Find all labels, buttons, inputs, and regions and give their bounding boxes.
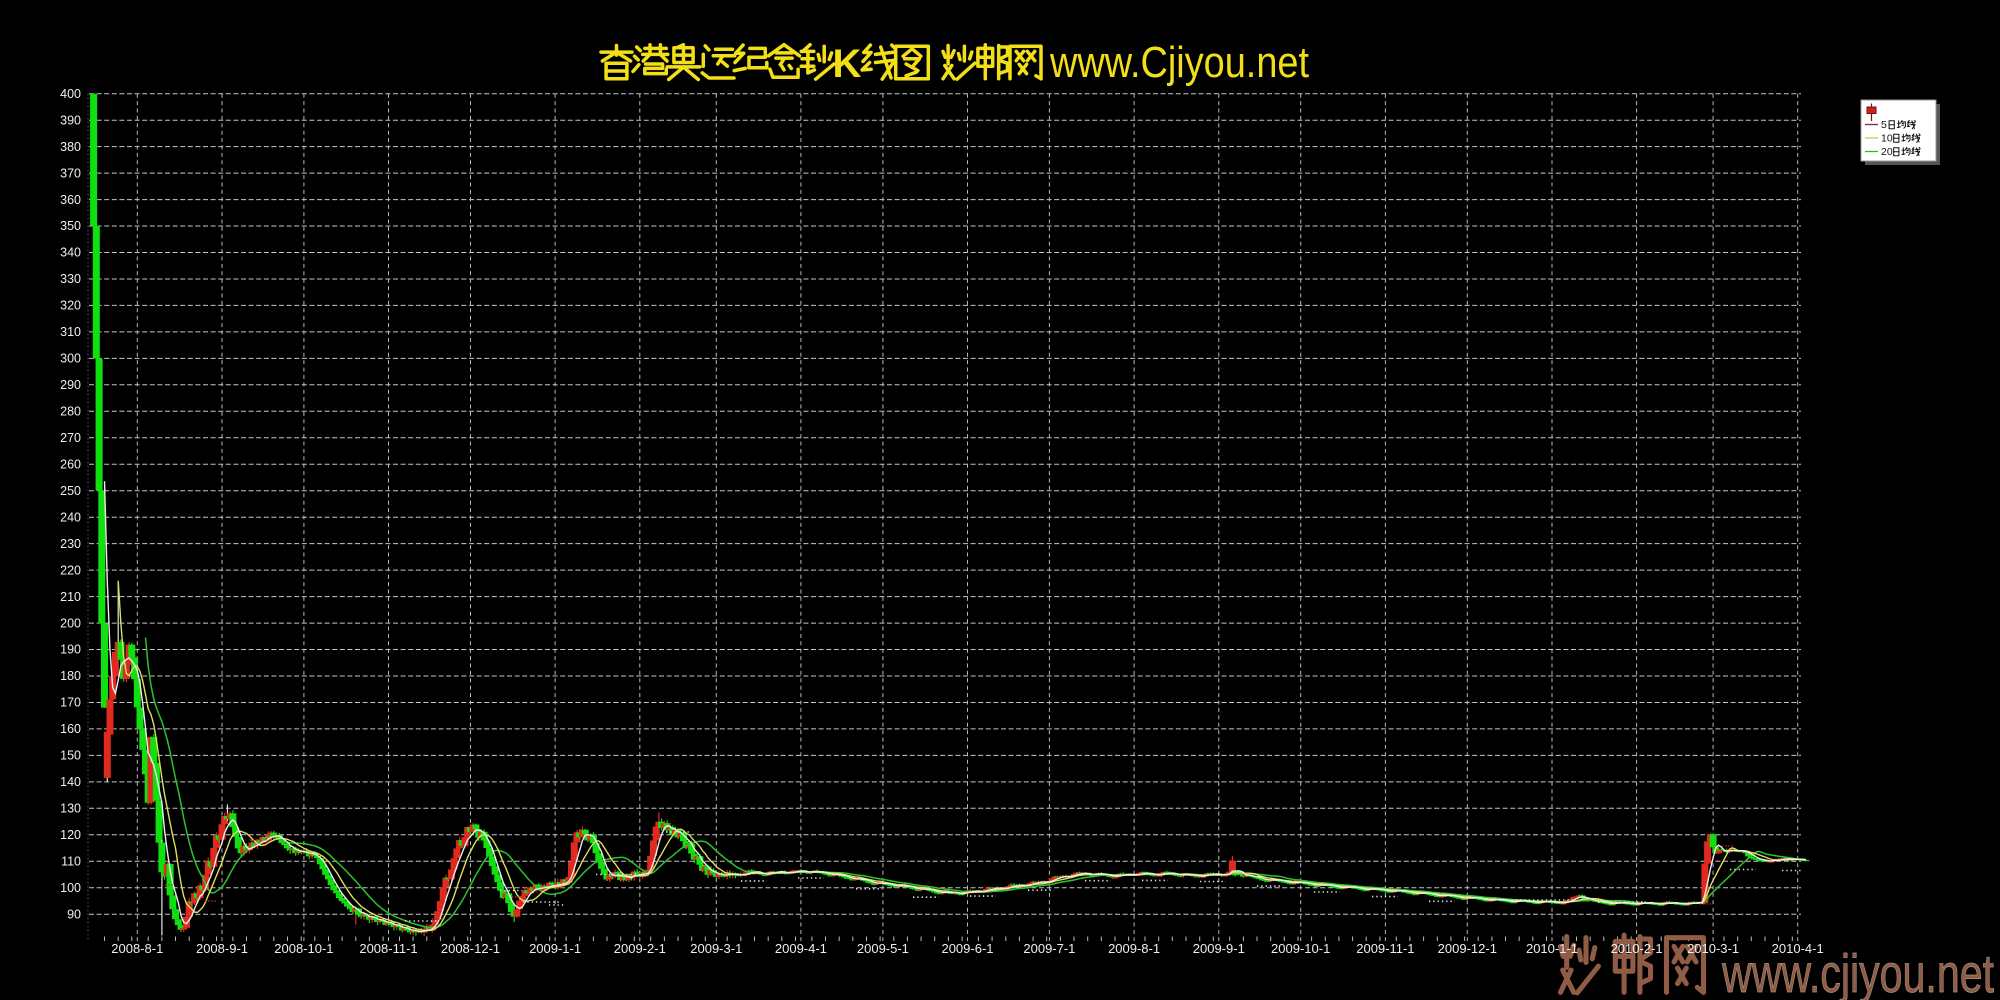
svg-text:2009-9-1: 2009-9-1 — [1193, 941, 1245, 956]
svg-text:2009-2-1: 2009-2-1 — [614, 941, 666, 956]
svg-text:360: 360 — [60, 193, 81, 207]
svg-text:2009-6-1: 2009-6-1 — [941, 941, 993, 956]
svg-text:2009-1-1: 2009-1-1 — [529, 941, 581, 956]
svg-text:2010-2-1: 2010-2-1 — [1611, 941, 1663, 956]
svg-text:320: 320 — [60, 299, 81, 313]
svg-text:2008-10-1: 2008-10-1 — [274, 941, 333, 956]
svg-text:150: 150 — [60, 749, 81, 763]
svg-text:2008-9-1: 2008-9-1 — [196, 941, 248, 956]
svg-text:180: 180 — [60, 669, 81, 683]
svg-text:2008-8-1: 2008-8-1 — [111, 941, 163, 956]
svg-text:370: 370 — [60, 166, 81, 180]
svg-text:www.cjiyou.net: www.cjiyou.net — [1721, 944, 1994, 1000]
svg-text:390: 390 — [60, 113, 81, 127]
svg-text:190: 190 — [60, 643, 81, 657]
svg-text:220: 220 — [60, 563, 81, 577]
svg-text:160: 160 — [60, 722, 81, 736]
svg-text:270: 270 — [60, 431, 81, 445]
svg-text:200: 200 — [60, 616, 81, 630]
svg-text:400: 400 — [60, 87, 81, 101]
svg-text:2009-3-1: 2009-3-1 — [690, 941, 742, 956]
svg-text:290: 290 — [60, 378, 81, 392]
svg-text:310: 310 — [60, 325, 81, 339]
svg-text:2010-1-1: 2010-1-1 — [1526, 941, 1578, 956]
svg-text:2009-12-1: 2009-12-1 — [1438, 941, 1497, 956]
svg-text:K: K — [833, 42, 862, 86]
svg-text:2009-11-1: 2009-11-1 — [1356, 941, 1414, 956]
svg-text:230: 230 — [60, 537, 81, 551]
svg-text:110: 110 — [61, 855, 81, 869]
svg-text:2008-11-1: 2008-11-1 — [359, 941, 417, 956]
svg-text:340: 340 — [60, 246, 81, 260]
svg-text:2008-12-1: 2008-12-1 — [441, 941, 500, 956]
svg-text:www.Cjiyou.net: www.Cjiyou.net — [1049, 38, 1309, 87]
svg-text:2009-5-1: 2009-5-1 — [857, 941, 909, 956]
svg-text:260: 260 — [60, 457, 81, 471]
svg-text:2009-10-1: 2009-10-1 — [1271, 941, 1330, 956]
svg-text:5: 5 — [1881, 119, 1887, 131]
svg-text:250: 250 — [60, 484, 81, 498]
svg-text:20: 20 — [1881, 146, 1893, 158]
svg-text:2009-8-1: 2009-8-1 — [1108, 941, 1160, 956]
svg-text:2010-4-1: 2010-4-1 — [1772, 941, 1824, 956]
svg-text:240: 240 — [60, 510, 81, 524]
svg-text:330: 330 — [60, 272, 81, 286]
svg-text:300: 300 — [60, 352, 81, 366]
svg-text:350: 350 — [60, 219, 81, 233]
svg-text:120: 120 — [60, 828, 81, 842]
svg-text:130: 130 — [60, 802, 81, 816]
svg-text:140: 140 — [60, 775, 81, 789]
svg-text:90: 90 — [67, 907, 81, 921]
svg-text:100: 100 — [60, 881, 81, 895]
svg-text:170: 170 — [60, 696, 81, 710]
svg-text:2009-7-1: 2009-7-1 — [1023, 941, 1075, 956]
svg-text:210: 210 — [60, 590, 81, 604]
svg-text:2009-4-1: 2009-4-1 — [775, 941, 827, 956]
svg-text:10: 10 — [1881, 133, 1893, 145]
svg-text:380: 380 — [60, 140, 81, 154]
svg-text:280: 280 — [60, 405, 81, 419]
svg-text:2010-3-1: 2010-3-1 — [1687, 941, 1739, 956]
